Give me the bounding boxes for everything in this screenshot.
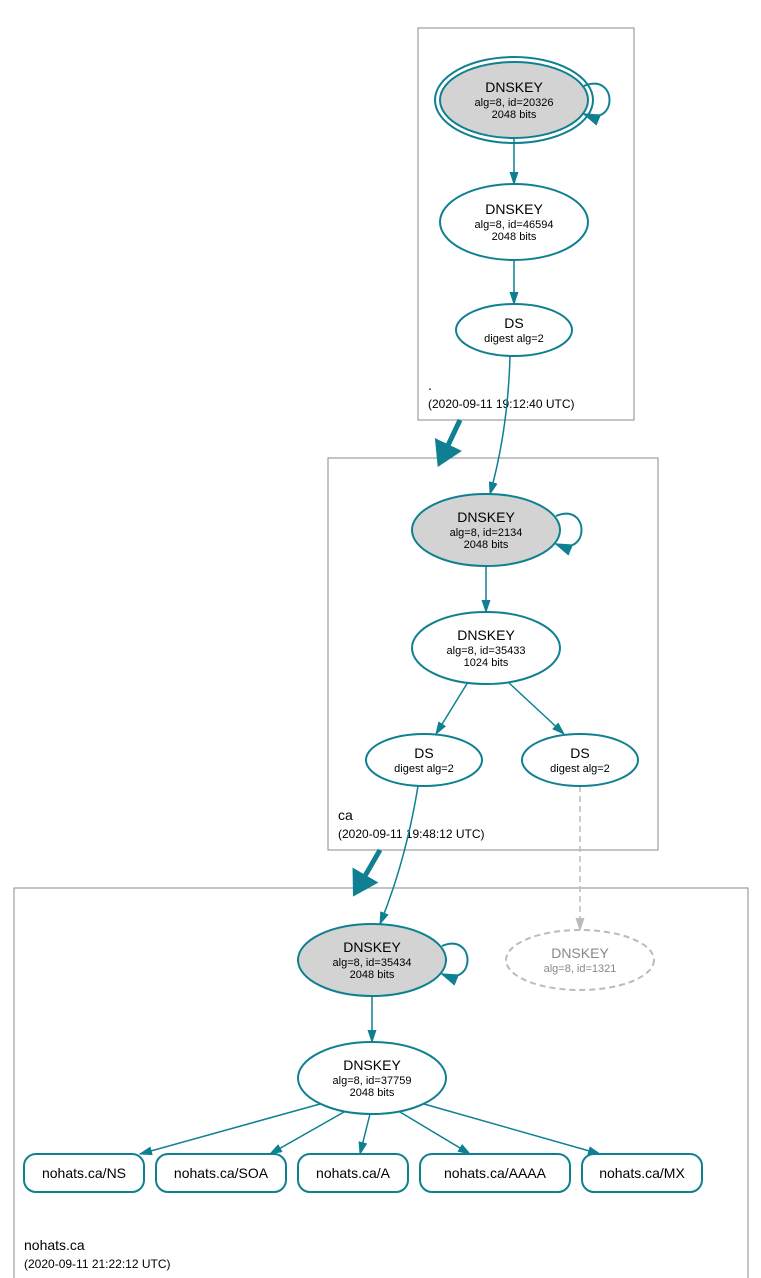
node-rr-aaaa: nohats.ca/AAAA — [420, 1154, 570, 1192]
node-nohats-zsk: DNSKEY alg=8, id=377592048 bits — [298, 1042, 446, 1114]
zone-timestamp-nohats: (2020-09-11 21:22:12 UTC) — [24, 1257, 171, 1271]
node-ca-ds1: DS digest alg=2 — [366, 734, 482, 786]
svg-text:nohats.ca/AAAA: nohats.ca/AAAA — [444, 1165, 547, 1181]
node-ca-zsk: DNSKEY alg=8, id=354331024 bits — [412, 612, 560, 684]
svg-text:DNSKEY: DNSKEY — [457, 509, 515, 525]
svg-text:nohats.ca/A: nohats.ca/A — [316, 1165, 391, 1181]
node-ca-ksk: DNSKEY alg=8, id=21342048 bits — [412, 494, 582, 566]
edge-ca-ds1-nohats-ksk — [380, 786, 418, 924]
svg-text:DNSKEY: DNSKEY — [457, 627, 515, 643]
svg-text:2048 bits: 2048 bits — [350, 1087, 395, 1099]
zone-label-ca: ca — [338, 807, 353, 823]
svg-text:alg=8, id=35433: alg=8, id=35433 — [447, 645, 526, 657]
svg-text:DNSKEY: DNSKEY — [551, 945, 609, 961]
edge-nohats-zsk-rr-aaaa — [400, 1112, 470, 1154]
svg-text:DNSKEY: DNSKEY — [485, 201, 543, 217]
svg-text:DNSKEY: DNSKEY — [343, 1057, 401, 1073]
svg-text:digest alg=2: digest alg=2 — [484, 333, 544, 345]
edge-nohats-zsk-rr-mx — [424, 1104, 600, 1154]
svg-text:alg=8, id=20326: alg=8, id=20326 — [475, 97, 554, 109]
svg-text:DS: DS — [570, 745, 589, 761]
svg-text:nohats.ca/MX: nohats.ca/MX — [599, 1165, 685, 1181]
edge-nohats-zsk-rr-soa — [270, 1112, 344, 1154]
edge-root-ds-ca-ksk — [490, 356, 510, 494]
node-rr-a: nohats.ca/A — [298, 1154, 408, 1192]
svg-text:2048 bits: 2048 bits — [464, 539, 509, 551]
dnssec-chain-diagram: . (2020-09-11 19:12:40 UTC) ca (2020-09-11 … — [0, 0, 761, 1278]
svg-text:alg=8, id=35434: alg=8, id=35434 — [333, 957, 412, 969]
node-root-zsk: DNSKEY alg=8, id=465942048 bits — [440, 184, 588, 260]
edge-ca-zone-nohats-zone — [358, 850, 380, 888]
zone-label-nohats: nohats.ca — [24, 1237, 85, 1253]
svg-text:2048 bits: 2048 bits — [350, 969, 395, 981]
node-rr-mx: nohats.ca/MX — [582, 1154, 702, 1192]
edge-nohats-zsk-rr-ns — [140, 1104, 320, 1154]
svg-text:alg=8, id=46594: alg=8, id=46594 — [475, 219, 554, 231]
svg-text:digest alg=2: digest alg=2 — [550, 763, 610, 775]
svg-text:1024 bits: 1024 bits — [464, 657, 509, 669]
edge-ca-zsk-ca-ds2 — [508, 682, 564, 734]
node-nohats-ksk: DNSKEY alg=8, id=354342048 bits — [298, 924, 468, 996]
node-rr-soa: nohats.ca/SOA — [156, 1154, 286, 1192]
zone-timestamp-ca: (2020-09-11 19:48:12 UTC) — [338, 827, 485, 841]
svg-text:DNSKEY: DNSKEY — [485, 79, 543, 95]
svg-text:alg=8, id=37759: alg=8, id=37759 — [333, 1075, 412, 1087]
svg-text:2048 bits: 2048 bits — [492, 231, 537, 243]
edge-ca-zsk-ca-ds1 — [436, 682, 468, 734]
zone-label-root: . — [428, 377, 432, 393]
node-nohats-unknown: DNSKEY alg=8, id=1321 — [506, 930, 654, 990]
svg-text:nohats.ca/NS: nohats.ca/NS — [42, 1165, 126, 1181]
svg-text:digest alg=2: digest alg=2 — [394, 763, 454, 775]
node-rr-ns: nohats.ca/NS — [24, 1154, 144, 1192]
svg-text:2048 bits: 2048 bits — [492, 109, 537, 121]
svg-text:DS: DS — [504, 315, 523, 331]
svg-text:DNSKEY: DNSKEY — [343, 939, 401, 955]
edge-nohats-zsk-rr-a — [360, 1114, 370, 1154]
svg-text:alg=8, id=2134: alg=8, id=2134 — [450, 527, 523, 539]
node-root-ksk: DNSKEY alg=8, id=203262048 bits — [435, 57, 610, 143]
edge-root-zone-ca-zone — [442, 420, 460, 458]
zone-timestamp-root: (2020-09-11 19:12:40 UTC) — [428, 397, 575, 411]
node-root-ds: DS digest alg=2 — [456, 304, 572, 356]
svg-text:alg=8, id=1321: alg=8, id=1321 — [544, 963, 617, 975]
svg-text:nohats.ca/SOA: nohats.ca/SOA — [174, 1165, 269, 1181]
svg-text:DS: DS — [414, 745, 433, 761]
node-ca-ds2: DS digest alg=2 — [522, 734, 638, 786]
